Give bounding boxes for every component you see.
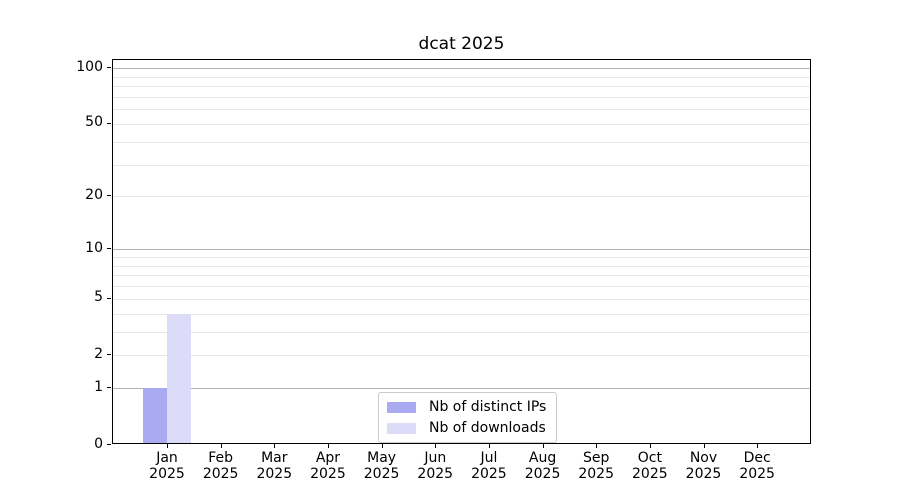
y-tick-label: 10 xyxy=(85,239,103,256)
gridline-minor xyxy=(113,275,810,277)
x-tick-mark xyxy=(167,444,168,448)
x-tick-mark xyxy=(435,444,437,448)
gridline-minor xyxy=(113,298,810,300)
x-tick-label: May 2025 xyxy=(363,450,400,482)
gridline-minor xyxy=(113,286,810,288)
gridline-minor xyxy=(113,257,810,258)
y-tick-mark xyxy=(107,67,111,69)
x-tick-mark xyxy=(757,444,759,448)
y-tick-mark xyxy=(107,354,111,356)
legend-swatch-distinct-ips-icon xyxy=(387,401,416,413)
y-tick-mark xyxy=(107,387,111,389)
gridline-minor xyxy=(113,96,810,98)
gridline-minor xyxy=(113,123,810,125)
gridline-major xyxy=(113,68,810,70)
legend-label-distinct-ips: Nb of distinct IPs xyxy=(429,399,547,415)
gridline-minor xyxy=(113,355,810,357)
x-tick-label: Aug 2025 xyxy=(524,450,561,482)
y-tick-mark xyxy=(107,195,111,197)
legend: Nb of distinct IPs Nb of downloads xyxy=(378,392,558,443)
y-tick-label: 5 xyxy=(94,289,103,306)
y-tick-label: 50 xyxy=(85,114,103,131)
gridline-major xyxy=(113,388,810,390)
x-tick-mark xyxy=(327,444,329,448)
gridline-major xyxy=(113,249,810,251)
gridline-minor xyxy=(113,313,810,315)
legend-item-distinct-ips: Nb of distinct IPs xyxy=(387,399,546,415)
legend-label-downloads: Nb of downloads xyxy=(429,420,546,436)
x-tick-label: Oct 2025 xyxy=(632,450,668,482)
x-tick-mark xyxy=(274,444,276,448)
gridline-minor xyxy=(113,141,810,143)
y-tick-label: 1 xyxy=(94,378,103,395)
y-tick-mark xyxy=(107,248,111,250)
y-tick-label: 0 xyxy=(94,435,103,452)
x-tick-mark xyxy=(488,444,490,448)
gridline-minor xyxy=(113,196,810,198)
gridline-minor xyxy=(113,265,810,267)
x-tick-label: Dec 2025 xyxy=(739,450,775,482)
x-tick-mark xyxy=(542,444,544,448)
x-tick-mark xyxy=(596,444,598,448)
x-tick-label: Jun 2025 xyxy=(417,450,454,482)
x-tick-label: Nov 2025 xyxy=(685,450,722,482)
x-tick-mark xyxy=(703,444,705,448)
x-tick-label: Jul 2025 xyxy=(471,450,507,482)
bar-distinct-ips-jan xyxy=(143,388,167,443)
legend-item-downloads: Nb of downloads xyxy=(387,420,546,436)
gridline-minor xyxy=(113,164,810,166)
y-tick-label: 2 xyxy=(94,345,103,362)
x-tick-label: Feb 2025 xyxy=(202,450,239,482)
y-tick-mark xyxy=(107,444,111,445)
bar-downloads-jan xyxy=(167,313,191,443)
gridline-minor xyxy=(113,109,810,111)
y-tick-label: 100 xyxy=(76,58,103,75)
x-tick-label: Sep 2025 xyxy=(578,450,614,482)
x-tick-label: Jan 2025 xyxy=(149,450,185,482)
y-tick-mark xyxy=(107,297,111,299)
x-tick-label: Mar 2025 xyxy=(256,450,293,482)
x-tick-mark xyxy=(381,444,383,448)
y-tick-label: 20 xyxy=(85,186,103,203)
gridline-minor xyxy=(113,76,810,78)
y-tick-mark xyxy=(107,122,111,124)
plot-area xyxy=(112,59,811,444)
legend-swatch-downloads-icon xyxy=(387,422,416,434)
x-tick-label: Apr 2025 xyxy=(310,450,346,482)
x-tick-mark xyxy=(220,444,222,448)
gridline-minor xyxy=(113,331,810,333)
x-tick-mark xyxy=(649,444,651,448)
chart-title: dcat 2025 xyxy=(418,34,505,54)
gridline-minor xyxy=(113,86,810,88)
